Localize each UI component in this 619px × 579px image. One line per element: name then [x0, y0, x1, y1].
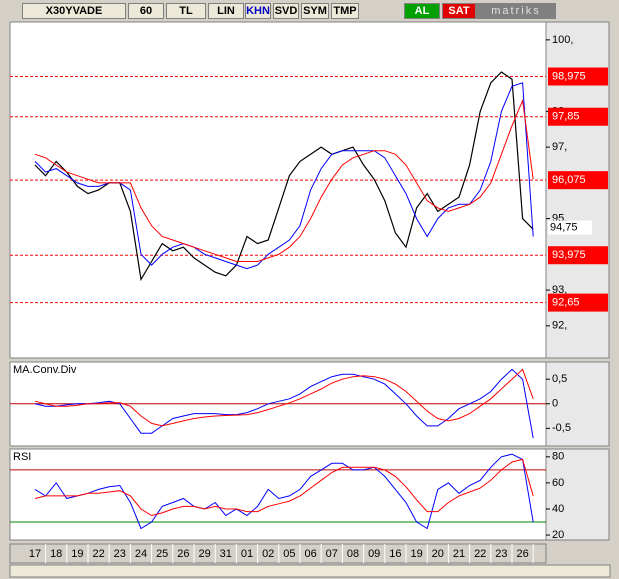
- toolbar-button[interactable]: TMP: [331, 3, 359, 19]
- toolbar-button[interactable]: KHN: [245, 3, 271, 19]
- x-tick-label: 31: [220, 548, 232, 560]
- y-tick-label: 40: [552, 503, 564, 515]
- last-value-label: 94,75: [550, 221, 578, 233]
- period-box[interactable]: 60: [128, 3, 164, 19]
- x-tick-label: 22: [92, 548, 104, 560]
- x-tick-label: 25: [156, 548, 168, 560]
- sell-button[interactable]: SAT: [442, 3, 476, 19]
- x-tick-label: 22: [474, 548, 486, 560]
- brand-logo: matriks: [476, 3, 556, 19]
- x-tick-label: 02: [262, 548, 274, 560]
- level-label: 97,85: [552, 111, 580, 123]
- x-tick-label: 05: [283, 548, 295, 560]
- y-tick-label: 92,: [552, 320, 567, 332]
- x-tick-label: 17: [29, 548, 41, 560]
- panel-title: MA.Conv.Div: [13, 364, 77, 376]
- y-tick-label: 0: [552, 398, 558, 410]
- axis-background: [545, 448, 610, 541]
- x-tick-label: 23: [114, 548, 126, 560]
- x-tick-label: 24: [135, 548, 147, 560]
- x-tick-label: 08: [347, 548, 359, 560]
- x-tick-label: 19: [71, 548, 83, 560]
- symbol-box[interactable]: X30YVADE: [22, 3, 126, 19]
- y-tick-label: 80: [552, 451, 564, 463]
- level-box: [548, 67, 608, 86]
- x-tick-label: 18: [50, 548, 62, 560]
- x-tick-label: 20: [432, 548, 444, 560]
- series-line: [34, 453, 534, 530]
- axis-background: [545, 361, 610, 447]
- y-tick-label: 97,: [552, 141, 567, 153]
- toolbar-button[interactable]: SYM: [301, 3, 329, 19]
- x-tick-label: 16: [389, 548, 401, 560]
- x-axis-bar: [9, 543, 547, 564]
- x-tick-label: 21: [453, 548, 465, 560]
- scrollbar: [9, 564, 611, 578]
- y-tick-label: 60: [552, 477, 564, 489]
- x-tick-label: 01: [241, 548, 253, 560]
- currency-button[interactable]: TL: [166, 3, 206, 19]
- last-value-box: [548, 220, 592, 235]
- x-tick-label: 06: [304, 548, 316, 560]
- x-tick-label: 29: [198, 548, 210, 560]
- series-line: [34, 458, 534, 517]
- x-tick-label: 26: [177, 548, 189, 560]
- panel-title: RSI: [13, 451, 31, 463]
- x-tick-label: 09: [368, 548, 380, 560]
- panel-background: [9, 21, 547, 359]
- level-label: 93,975: [552, 249, 586, 261]
- level-label: 92,65: [552, 297, 580, 309]
- level-box: [548, 171, 608, 190]
- x-tick-label: 26: [516, 548, 528, 560]
- y-tick-label: 20: [552, 529, 564, 541]
- y-tick-label: 93,: [552, 284, 567, 296]
- y-tick-label: 0,5: [552, 373, 567, 385]
- buy-button[interactable]: AL: [404, 3, 440, 19]
- series-line: [34, 368, 534, 439]
- level-label: 96,075: [552, 174, 586, 186]
- y-tick-label: -0,5: [552, 422, 571, 434]
- level-box: [548, 107, 608, 126]
- y-tick-label: 100,: [552, 34, 573, 46]
- scale-button[interactable]: LIN: [208, 3, 244, 19]
- level-box: [548, 293, 608, 312]
- level-label: 98,975: [552, 70, 586, 82]
- panel-background: [9, 448, 547, 541]
- x-tick-label: 19: [410, 548, 422, 560]
- toolbar-button[interactable]: SVD: [273, 3, 299, 19]
- x-tick-label: 23: [495, 548, 507, 560]
- series-line: [34, 98, 534, 262]
- series-line: [34, 368, 534, 427]
- x-tick-label: 07: [326, 548, 338, 560]
- level-box: [548, 246, 608, 265]
